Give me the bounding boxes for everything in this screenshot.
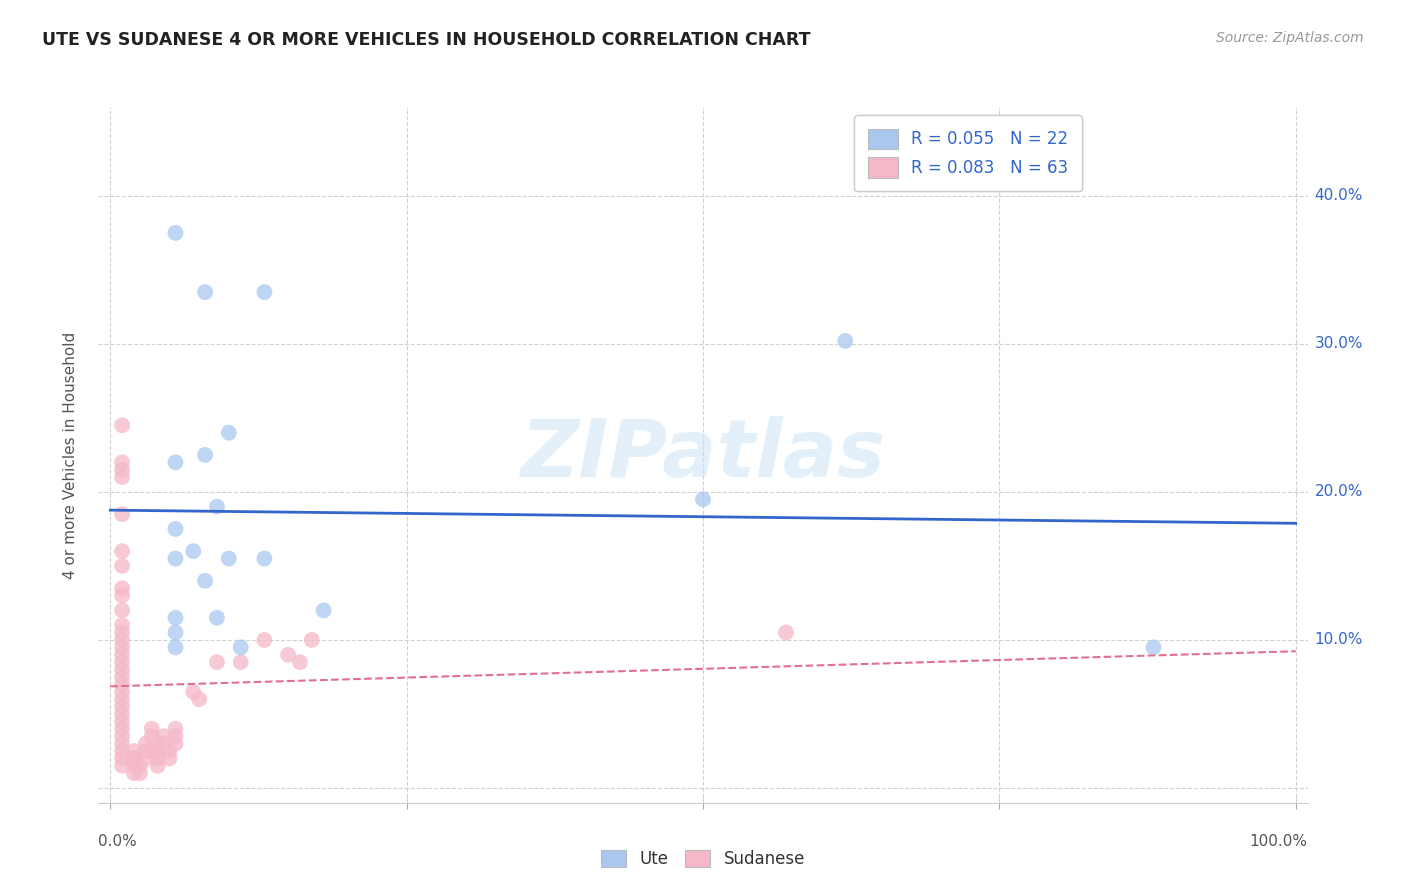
- Point: [111, 737, 134, 751]
- Point: [229, 640, 252, 655]
- Point: [146, 759, 169, 773]
- Point: [165, 551, 187, 566]
- Point: [312, 603, 335, 617]
- Point: [1142, 640, 1164, 655]
- Point: [165, 522, 187, 536]
- Point: [111, 455, 134, 469]
- Point: [129, 766, 152, 780]
- Point: [111, 655, 134, 669]
- Point: [111, 692, 134, 706]
- Point: [181, 544, 204, 558]
- Point: [111, 677, 134, 691]
- Point: [111, 544, 134, 558]
- Point: [165, 722, 187, 736]
- Point: [111, 618, 134, 632]
- Point: [111, 603, 134, 617]
- Point: [111, 589, 134, 603]
- Point: [111, 759, 134, 773]
- Point: [122, 751, 145, 765]
- Point: [122, 759, 145, 773]
- Point: [165, 640, 187, 655]
- Point: [253, 285, 276, 299]
- Point: [135, 737, 157, 751]
- Point: [834, 334, 856, 348]
- Point: [111, 648, 134, 662]
- Point: [111, 470, 134, 484]
- Point: [692, 492, 714, 507]
- Point: [165, 455, 187, 469]
- Point: [111, 581, 134, 595]
- Point: [111, 744, 134, 758]
- Point: [301, 632, 323, 647]
- Point: [111, 640, 134, 655]
- Legend: Ute, Sudanese: Ute, Sudanese: [595, 843, 811, 875]
- Point: [188, 692, 211, 706]
- Point: [135, 744, 157, 758]
- Point: [165, 611, 187, 625]
- Text: 10.0%: 10.0%: [1315, 632, 1362, 648]
- Text: Source: ZipAtlas.com: Source: ZipAtlas.com: [1216, 31, 1364, 45]
- Point: [135, 751, 157, 765]
- Point: [277, 648, 299, 662]
- Point: [205, 655, 228, 669]
- Point: [111, 663, 134, 677]
- Point: [146, 737, 169, 751]
- Point: [181, 685, 204, 699]
- Point: [165, 625, 187, 640]
- Point: [141, 722, 163, 736]
- Point: [159, 744, 181, 758]
- Point: [111, 722, 134, 736]
- Point: [152, 729, 174, 743]
- Text: 100.0%: 100.0%: [1250, 834, 1308, 849]
- Point: [194, 285, 217, 299]
- Point: [146, 744, 169, 758]
- Point: [122, 766, 145, 780]
- Legend: R = 0.055   N = 22, R = 0.083   N = 63: R = 0.055 N = 22, R = 0.083 N = 63: [855, 115, 1081, 191]
- Point: [111, 670, 134, 684]
- Point: [159, 751, 181, 765]
- Point: [111, 632, 134, 647]
- Point: [775, 625, 797, 640]
- Point: [122, 751, 145, 765]
- Point: [205, 500, 228, 514]
- Point: [141, 744, 163, 758]
- Text: 30.0%: 30.0%: [1315, 336, 1362, 351]
- Text: UTE VS SUDANESE 4 OR MORE VEHICLES IN HOUSEHOLD CORRELATION CHART: UTE VS SUDANESE 4 OR MORE VEHICLES IN HO…: [42, 31, 811, 49]
- Point: [111, 685, 134, 699]
- Point: [253, 551, 276, 566]
- Point: [218, 425, 240, 440]
- Point: [165, 729, 187, 743]
- Point: [229, 655, 252, 669]
- Point: [141, 729, 163, 743]
- Text: ZIPatlas: ZIPatlas: [520, 416, 886, 494]
- Text: 0.0%: 0.0%: [98, 834, 138, 849]
- Point: [194, 574, 217, 588]
- Point: [111, 463, 134, 477]
- Point: [111, 507, 134, 521]
- Point: [218, 551, 240, 566]
- Text: 20.0%: 20.0%: [1315, 484, 1362, 500]
- Point: [129, 759, 152, 773]
- Point: [111, 418, 134, 433]
- Point: [194, 448, 217, 462]
- Point: [122, 744, 145, 758]
- Point: [165, 737, 187, 751]
- Point: [111, 558, 134, 573]
- Point: [111, 706, 134, 721]
- Point: [288, 655, 311, 669]
- Point: [111, 751, 134, 765]
- Point: [205, 611, 228, 625]
- Point: [146, 751, 169, 765]
- Text: 40.0%: 40.0%: [1315, 188, 1362, 203]
- Point: [111, 714, 134, 729]
- Point: [111, 699, 134, 714]
- Point: [253, 632, 276, 647]
- Y-axis label: 4 or more Vehicles in Household: 4 or more Vehicles in Household: [63, 331, 77, 579]
- Point: [152, 737, 174, 751]
- Point: [165, 226, 187, 240]
- Point: [111, 729, 134, 743]
- Point: [111, 625, 134, 640]
